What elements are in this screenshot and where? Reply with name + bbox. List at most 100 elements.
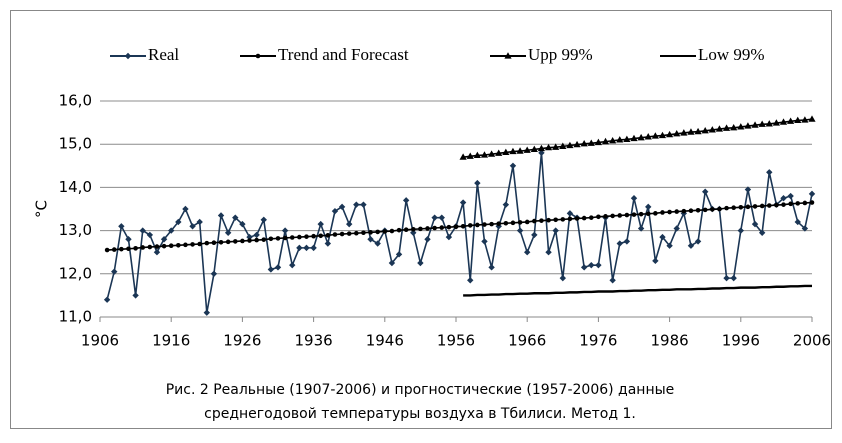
point [153,249,161,256]
point [132,292,139,299]
point [267,266,275,273]
point [253,231,260,239]
point [275,236,281,241]
point [232,214,239,221]
point [217,212,225,219]
point [211,240,217,245]
point [439,225,445,230]
point [403,227,409,233]
point [701,127,709,134]
point [510,220,516,226]
point [474,179,481,187]
caption: Рис. 2 Реальные (1907-2006) и прогностич… [166,382,675,398]
point [496,221,502,226]
point [354,230,359,236]
point [781,202,786,207]
point [459,199,467,206]
series-line [106,152,813,313]
point [723,274,730,282]
point [218,239,224,245]
series-line [463,284,812,297]
point [617,213,623,218]
point [552,143,560,150]
y-tick-label: 16,0 [59,92,92,110]
point [126,246,131,252]
point [673,130,681,137]
point [787,192,794,200]
point [801,225,809,232]
x-tick-label: 1916 [152,332,190,350]
point [196,218,203,226]
point [559,142,567,149]
point [488,264,495,271]
point [537,144,546,152]
point [694,127,702,135]
point [794,218,801,226]
point [281,227,289,234]
point [667,209,672,215]
point [631,212,637,217]
frame [10,10,832,429]
point [630,195,638,202]
point [545,249,552,256]
point [168,227,175,234]
point [765,120,773,127]
legend-label: Upp 99% [528,45,593,64]
point [395,251,403,258]
point [133,246,138,251]
point [240,238,245,244]
point [731,205,736,211]
point [795,201,801,206]
point [190,242,195,247]
point [660,210,665,215]
point [744,122,752,129]
point [787,117,795,124]
point [225,239,231,245]
point [566,141,574,149]
point [630,134,638,142]
point [808,190,816,198]
point [502,148,510,156]
point [580,264,588,271]
point [651,132,659,139]
point [766,203,772,208]
point [260,216,267,223]
point [297,234,302,240]
series-line [107,201,813,251]
point [495,223,502,230]
point [694,238,702,245]
point [623,135,631,143]
point [247,238,252,243]
x-tick-label: 1936 [295,332,333,350]
x-tick-label: 1906 [81,332,119,350]
point [353,201,360,208]
point [289,261,296,269]
point [119,246,124,252]
point [475,222,480,228]
point [325,233,331,238]
point [587,139,595,146]
y-tick-label: 12,0 [59,264,92,282]
point [695,207,701,213]
x-tick-label: 1956 [437,332,475,350]
point [296,244,303,252]
point [402,197,410,204]
point [666,130,674,138]
point [560,217,566,222]
point [652,257,659,265]
point [744,186,752,193]
point [702,188,709,195]
point [160,236,168,243]
point [310,244,317,252]
point [268,236,274,242]
point [637,225,645,232]
point [637,133,645,141]
y-tick-label: 11,0 [59,308,92,326]
point [339,231,345,237]
y-tick-label: 15,0 [59,135,92,153]
point [524,249,531,256]
point [588,215,594,220]
point [488,150,496,157]
point [751,220,759,228]
